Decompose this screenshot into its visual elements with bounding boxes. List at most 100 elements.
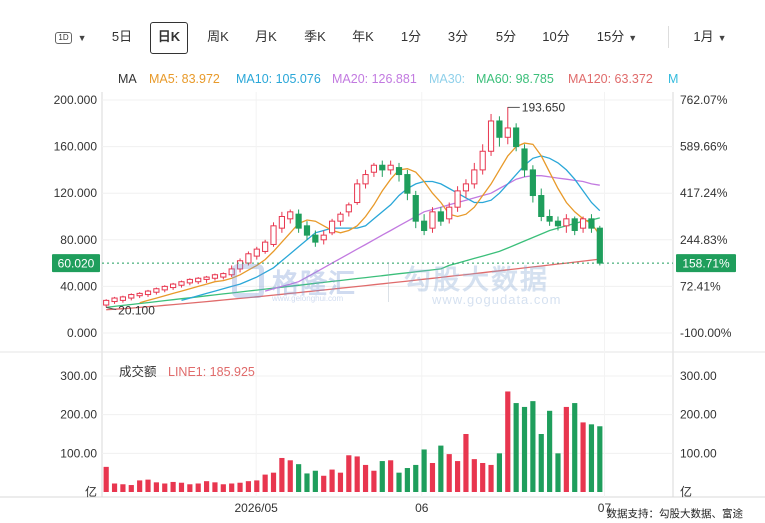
candle-body	[111, 297, 118, 303]
candle-body	[170, 283, 177, 289]
ma120-legend: MA120: 63.372	[568, 72, 653, 86]
tab-10min[interactable]: 10分	[542, 29, 570, 44]
candle-body	[429, 211, 436, 229]
tab-5day[interactable]: 5日	[111, 29, 133, 44]
volume-bar	[421, 449, 427, 492]
price-tick-label: 120.000	[54, 186, 98, 200]
volume-bar	[488, 464, 494, 492]
candle-body	[178, 281, 185, 286]
candle-body	[354, 183, 361, 204]
price-tick-label: 80.000	[60, 233, 97, 247]
volume-bar	[312, 470, 318, 492]
volume-bar	[237, 482, 243, 492]
chart-toolbar: 1D ▼ 5日 日K 周K 月K 季K 年K 1分 3分 5分 10分 15分 ▼ …	[0, 22, 765, 54]
candle-body	[287, 211, 294, 220]
tab-yearly-k[interactable]: 年K	[352, 29, 374, 44]
candle-body	[471, 169, 478, 185]
candle-body	[153, 288, 160, 293]
tab-quarterly-k[interactable]: 季K	[304, 29, 326, 44]
tab-3min[interactable]: 3分	[447, 29, 469, 44]
date-tick-label: 06	[415, 501, 429, 515]
candle-body	[278, 216, 285, 229]
candle-body	[186, 278, 193, 284]
tab-5min[interactable]: 5分	[495, 29, 517, 44]
volume-bar	[572, 403, 578, 492]
volume-legend: 成交额 LINE1: 185.925	[119, 361, 255, 380]
last-price-tag-right	[676, 254, 736, 273]
volume-bar	[287, 460, 293, 492]
tab-daily-k[interactable]: 日K	[150, 22, 188, 54]
candle-body	[270, 225, 277, 245]
candle-body	[538, 195, 545, 217]
tab-15min[interactable]: 15分 ▼	[592, 22, 642, 52]
candle-body	[320, 234, 327, 241]
candle-body	[136, 292, 143, 297]
candle-body	[144, 290, 152, 296]
candle-body	[161, 285, 168, 291]
pct-tick-label: 244.83%	[680, 233, 728, 247]
low-annotation: 20.100	[118, 304, 155, 318]
toolbar-divider	[668, 26, 669, 48]
volume-bar	[354, 456, 360, 492]
volume-bar	[404, 468, 410, 492]
volume-tick-label-right: 亿	[680, 484, 692, 499]
volume-bar	[597, 426, 603, 492]
ma10-line	[181, 155, 601, 302]
volume-bar	[229, 483, 235, 492]
pct-tick-label: -100.00%	[680, 326, 732, 340]
volume-bar	[379, 461, 385, 492]
tab-weekly-k[interactable]: 周K	[207, 29, 229, 44]
candle-body	[345, 204, 352, 213]
candle-body	[119, 296, 127, 301]
ma20-legend: MA20: 126.881	[332, 72, 417, 86]
volume-bar	[170, 481, 176, 492]
candle-body	[529, 169, 536, 197]
volume-bar	[413, 464, 419, 492]
volume-bar	[396, 472, 402, 492]
candle-body	[103, 299, 110, 306]
volume-bar	[321, 475, 327, 492]
period-selector-1d[interactable]: 1D ▼	[52, 22, 90, 52]
volume-bar	[203, 481, 210, 492]
candle-body	[262, 241, 269, 252]
high-annotation: 193.650	[522, 100, 566, 114]
candle-body	[521, 148, 528, 171]
volume-bar	[279, 457, 285, 492]
volume-bar	[153, 482, 159, 492]
tab-1min[interactable]: 1分	[400, 29, 422, 44]
candle-body	[245, 253, 252, 264]
candle-body	[588, 218, 595, 229]
candle-body	[404, 174, 411, 194]
volume-bar	[262, 474, 268, 492]
volume-bar	[304, 473, 310, 492]
candle-body	[387, 164, 394, 171]
candle-body	[128, 294, 135, 299]
period-icon: 1D	[55, 31, 72, 44]
volume-bar	[429, 463, 436, 492]
range-selector-1month[interactable]: 1月 ▼	[688, 22, 732, 52]
volume-tick-label-right: 100.00	[680, 446, 717, 460]
volume-bar	[480, 463, 486, 492]
price-tick-label: 160.000	[54, 140, 98, 154]
candle-body	[504, 127, 511, 138]
volume-bar	[463, 434, 469, 492]
tab-monthly-k[interactable]: 月K	[255, 29, 277, 44]
chevron-down-icon: ▼	[77, 33, 87, 43]
ma-legend-title: MA	[118, 72, 137, 86]
volume-bar	[555, 453, 561, 492]
volume-bar	[128, 485, 134, 492]
volume-tick-label: 200.00	[60, 408, 97, 422]
pct-tick-label: 762.07%	[680, 93, 728, 107]
candle-body	[370, 164, 378, 173]
pct-tick-label: 72.41%	[680, 279, 721, 293]
data-source-footnote: 数据支持：勾股大数据、富途	[606, 508, 744, 520]
candle-body	[421, 220, 428, 231]
price-tick-label: 0.000	[67, 326, 97, 340]
candle-body	[571, 218, 578, 231]
volume-bar	[538, 434, 544, 492]
candle-body	[496, 120, 503, 138]
candle-body	[554, 220, 562, 227]
volume-bar	[471, 459, 477, 492]
volume-bar	[195, 483, 201, 492]
